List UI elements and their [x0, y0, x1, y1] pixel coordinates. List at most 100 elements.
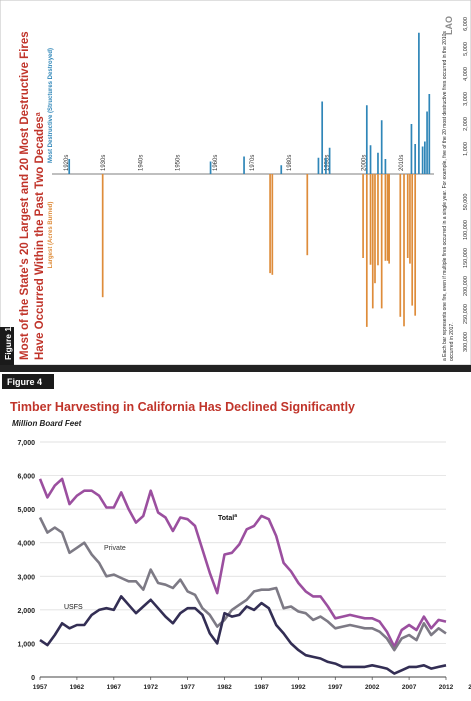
y-tick-label: 5,000 [17, 507, 35, 514]
destructive-bar [384, 159, 387, 174]
legend-largest: Largest (Acres Burned) [48, 202, 54, 269]
decade-label: 2000s [362, 155, 368, 171]
structures-tick-label: 5,000 [463, 42, 469, 56]
x-tick-label: 1987 [254, 684, 269, 691]
destructive-bar [428, 94, 431, 174]
label-usfs: USFS [64, 604, 83, 611]
acres-tick-label: 200,000 [463, 276, 469, 296]
series-line-total [38, 477, 447, 649]
acres-tick-label: 250,000 [463, 304, 469, 324]
x-tick-label: 2002 [365, 684, 380, 691]
largest-bar [384, 174, 387, 261]
y-tick-label: 1,000 [17, 641, 35, 648]
figure-12-label: Figure 12 [3, 322, 13, 360]
figure-12-label-box [0, 327, 14, 365]
largest-bar [388, 174, 390, 264]
largest-bar [386, 174, 389, 261]
y-tick-label: 2,000 [17, 608, 35, 615]
destructive-bar [328, 147, 331, 174]
lao-logo: LAO [444, 16, 454, 35]
largest-bar [269, 174, 271, 274]
x-tick-label: 1962 [70, 684, 85, 691]
destructive-bar [209, 161, 212, 174]
decade-label: 1970s [250, 155, 256, 171]
y-tick-label: 7,000 [17, 440, 35, 447]
y-tick-label: 0 [31, 675, 35, 682]
destructive-bar [321, 101, 324, 174]
label-private: Private [104, 545, 126, 552]
figure-4-panel: Figure 4 Timber Harvesting in California… [0, 372, 471, 696]
acres-tick-label: 50,000 [463, 194, 469, 211]
figure-12-plot-area: 1920s 1930s 1940s 1950s 1960s 1970s 1980s 1990s… [52, 17, 469, 352]
destructive-bar [317, 157, 320, 174]
largest-bar [374, 174, 376, 284]
figure-12-footnote-line-1: a Each bar represents one fire, even if … [442, 31, 448, 361]
x-tick-label: 2012 [439, 684, 454, 691]
destructive-bar [243, 156, 245, 174]
figure-separator [0, 365, 471, 372]
figure-12-footnote-line-2: occurred in 2017. [449, 322, 455, 361]
decade-label: 1960s [213, 155, 219, 171]
largest-bar [411, 173, 414, 306]
y-tick-label: 3,000 [17, 574, 35, 581]
figure-12-title-line-2: Have Occurred Within the Past Two Decade… [34, 112, 46, 360]
largest-bar [365, 173, 368, 327]
largest-bar [377, 174, 379, 266]
x-tick-label: 1957 [33, 684, 48, 691]
x-tick-label: 1967 [107, 684, 122, 691]
decade-label: 1940s [138, 155, 144, 171]
largest-bar [271, 174, 274, 275]
largest-bar [380, 174, 383, 309]
acres-tick-label: 300,000 [463, 332, 469, 352]
figure-4-label-box [2, 374, 54, 389]
destructive-bar [414, 144, 417, 174]
destructive-bar [426, 111, 428, 174]
y-tick-label: 4,000 [17, 541, 35, 548]
destructive-bar [280, 165, 283, 174]
largest-bar [362, 174, 364, 258]
largest-bar [371, 174, 374, 309]
largest-bar [399, 173, 402, 317]
decade-label: 1950s [176, 155, 182, 171]
largest-bar [369, 174, 372, 265]
x-tick-label: 1992 [291, 684, 306, 691]
series-line-private [38, 516, 447, 652]
decade-label: 1920s [64, 155, 70, 171]
destructive-bar [421, 146, 424, 174]
destructive-bar [68, 159, 71, 174]
decade-label: 1980s [287, 155, 293, 171]
figure-12-title-line-1: Most of the State's 20 Largest and 20 Mo… [19, 31, 31, 360]
label-total: Totala [218, 513, 237, 522]
destructive-bar [423, 141, 426, 174]
figure-12-chart: Figure 12 Most of the State's 20 Largest… [0, 0, 471, 366]
destructive-bar [365, 105, 368, 174]
destructive-bar [410, 124, 413, 174]
structures-tick-label: 4,000 [463, 67, 469, 81]
largest-bar [403, 173, 405, 327]
structures-tick-label: 3,000 [463, 92, 469, 106]
y-tick-label: 6,000 [17, 474, 35, 481]
figure-12-panel: Figure 12 Most of the State's 20 Largest… [0, 0, 471, 366]
structures-tick-label: 6,000 [463, 17, 469, 31]
destructive-bar [377, 152, 379, 174]
decade-label: 2010s [399, 155, 405, 171]
figure-4-title: Timber Harvesting in California Has Decl… [10, 400, 355, 414]
structures-tick-label: 2,000 [463, 117, 469, 131]
structures-tick-label: 1,000 [463, 142, 469, 156]
figure-12-rotated-group: Figure 12 Most of the State's 20 Largest… [0, 0, 471, 366]
x-tick-label: 2007 [402, 684, 417, 691]
figure-4-plot-area: 7,000 6,000 5,000 4,000 3,000 2,000 1,000 0 1957… [17, 440, 471, 691]
figure-4-subtitle: Million Board Feet [12, 419, 82, 428]
largest-bar [406, 174, 409, 258]
decade-label: 1930s [101, 155, 107, 171]
destructive-bar [418, 32, 420, 174]
destructive-bar [369, 145, 372, 174]
figure-4-chart: Figure 4 Timber Harvesting in California… [2, 374, 471, 691]
largest-bar [414, 174, 417, 316]
x-tick-label: 1977 [180, 684, 195, 691]
series-line-usfs [39, 595, 447, 675]
destructive-bar [380, 120, 383, 174]
legend-most-destructive: Most Destructive (Structures Destroyed) [48, 48, 54, 163]
x-tick-label: 1972 [143, 684, 158, 691]
largest-bar [306, 174, 309, 256]
